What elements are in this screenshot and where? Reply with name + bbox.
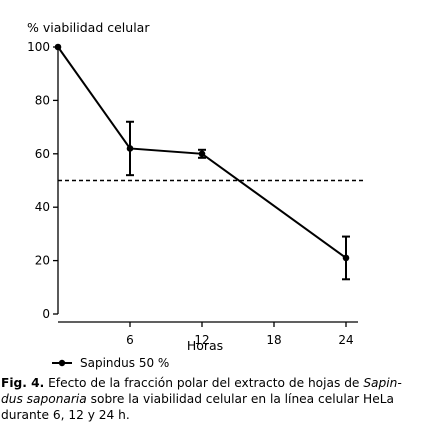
chart: % viabilidad celular 0 20 40 60 80 100 6 12 18 24…: [27, 20, 366, 370]
data-point: [54, 43, 62, 51]
y-tick-label: 80: [35, 93, 50, 107]
x-tick-label: 18: [266, 333, 281, 347]
y-tick-label: 100: [27, 40, 50, 54]
y-tick-label: 40: [35, 200, 50, 214]
x-tick-label: 12: [194, 333, 209, 347]
y-tick-label: 60: [35, 147, 50, 161]
x-axis-title: Horas: [187, 338, 223, 353]
series-line: [57, 46, 347, 259]
data-point: [342, 254, 350, 262]
plot-area: [54, 43, 350, 281]
figure-caption: Fig. 4. Efecto de la fracción polar del …: [1, 375, 433, 423]
caption-species-2: dus saponaria: [1, 392, 87, 406]
caption-text-1: Efecto de la fracción polar del extracto…: [44, 376, 364, 390]
caption-text-2: sobre la viabilidad celular en la línea …: [1, 392, 394, 422]
y-axis-title: % viabilidad celular: [27, 20, 150, 35]
caption-species-1: Sapin-: [363, 376, 402, 390]
legend-label: Sapindus 50 %: [80, 356, 169, 370]
legend: Sapindus 50 %: [52, 356, 169, 370]
y-tick-label: 20: [35, 254, 50, 268]
y-tick-label: 0: [42, 307, 50, 321]
x-tick-label: 6: [126, 333, 134, 347]
data-point: [126, 145, 134, 152]
axes: 0 20 40 60 80 100 6 12 18 24: [27, 40, 358, 347]
caption-label: Fig. 4.: [1, 376, 45, 390]
x-tick-label: 24: [338, 333, 353, 347]
legend-marker: [58, 359, 66, 367]
data-point: [198, 150, 206, 158]
